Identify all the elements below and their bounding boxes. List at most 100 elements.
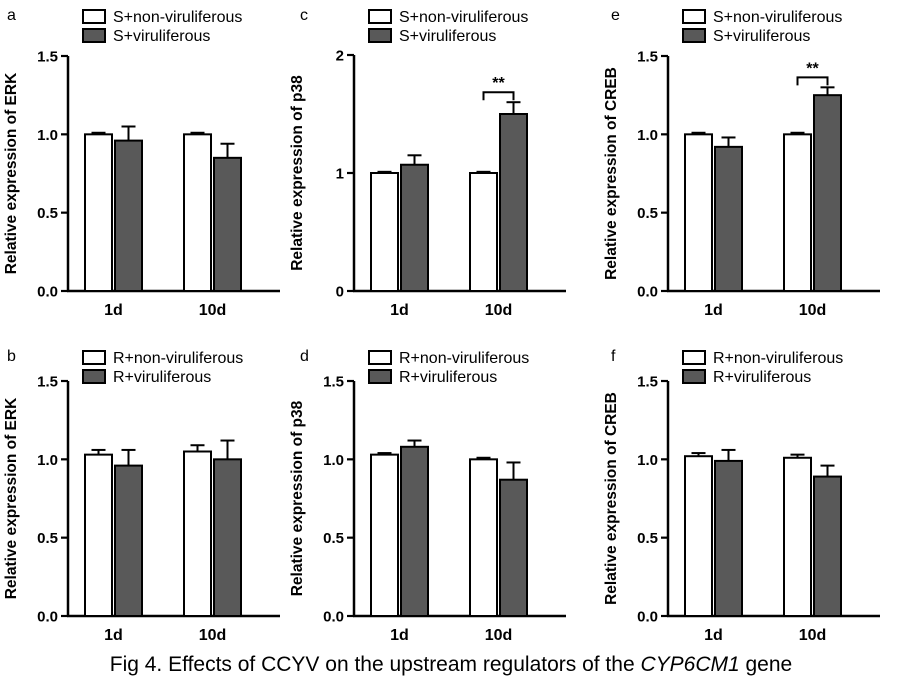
bar-dark-10d [213,156,242,292]
legend-swatch-dark [82,28,106,43]
bar-dark-1d [400,445,429,617]
y-tick-label: 1.5 [637,374,658,391]
y-tick-label: 1.5 [323,374,344,391]
bar-white-10d [783,133,812,292]
bar-dark-10d [499,478,528,618]
bar-white-1d [370,453,399,617]
x-tick-label: 10d [199,302,227,319]
bar-white-1d [684,455,713,618]
bar-white-10d [183,450,212,617]
y-tick-label: 1.0 [637,452,658,469]
figure-caption: Fig 4. Effects of CCYV on the upstream r… [0,653,902,677]
panel-letter: c [300,7,308,24]
legend-label: R+viruliferous [399,369,497,386]
legend-label: R+non-viruliferous [113,350,243,367]
bar-white-10d [183,133,212,292]
bar-dark-10d [813,475,842,618]
y-tick-label: 0.0 [323,609,344,626]
bar-white-10d [783,456,812,617]
bar-dark-10d [499,113,528,292]
bar-dark-10d [213,458,242,618]
panel-b: b Relative expression of ERK 0.0 0.5 1.0 1.5 1… [3,348,280,644]
legend-label: S+non-viruliferous [713,9,842,26]
y-tick-label: 1.5 [637,49,658,66]
legend-label: S+non-viruliferous [113,9,242,26]
panel-c: c Relative expression of p38 0 1 2 1d 10d ** S+n… [289,7,566,319]
panel-letter: a [7,7,16,24]
legend-label: R+non-viruliferous [399,350,529,367]
legend-swatch-white [368,350,392,365]
bar-dark-1d [400,163,429,293]
bar-dark-1d [114,464,143,617]
x-tick-label: 10d [199,627,227,644]
bar-white-1d [684,133,713,292]
panel-a: a Relative expression of ERK 0.0 0.5 1.0 1.5 1… [3,7,280,319]
figure: a Relative expression of ERK 0.0 0.5 1.0 1.5 1… [3,7,880,644]
legend-swatch-white [368,9,392,24]
bar-white-1d [370,172,399,292]
panel-letter: d [300,348,309,365]
y-tick-label: 0.5 [637,530,658,547]
legend-swatch-white [682,350,706,365]
panel-letter: b [7,348,16,365]
y-tick-label: 0.5 [37,205,58,222]
panel-f: f Relative expression of CREB 0.0 0.5 1.0 1.5… [603,348,880,644]
legend-swatch-white [82,9,106,24]
x-tick-label: 10d [485,302,513,319]
caption-gene: CYP6CM1 [640,653,740,676]
x-tick-label: 10d [799,302,827,319]
y-tick-label: 2 [336,48,344,65]
significance-label: ** [492,75,505,92]
significance-bracket [482,91,515,101]
legend-swatch-white [682,9,706,24]
panel-d: d Relative expression of p38 0.0 0.5 1.0 1.5 1… [289,348,566,644]
y-tick-label: 0.0 [637,284,658,301]
legend-label: R+viruliferous [113,369,211,386]
bar-dark-1d [114,139,143,292]
bar-dark-10d [813,94,842,292]
caption-suffix: gene [739,653,793,676]
bar-white-1d [84,133,113,292]
y-tick-label: 0.0 [37,609,58,626]
y-axis-label: Relative expression of CREB [603,67,620,280]
y-tick-label: 1.0 [37,452,58,469]
panel-e: e Relative expression of CREB 0.0 0.5 1.0 1.5… [603,7,880,319]
x-tick-label: 1d [704,302,723,319]
legend-label: S+viruliferous [113,28,210,45]
bar-white-10d [469,172,498,292]
legend-swatch-dark [368,369,392,384]
x-tick-label: 10d [485,627,513,644]
legend-swatch-dark [682,369,706,384]
y-tick-label: 0.0 [637,609,658,626]
y-tick-label: 1.5 [37,49,58,66]
y-axis-label: Relative expression of ERK [3,72,20,274]
legend-label: R+viruliferous [713,369,811,386]
legend-label: S+viruliferous [399,28,496,45]
bar-white-1d [84,453,113,617]
legend-swatch-dark [682,28,706,43]
y-tick-label: 1.0 [637,127,658,144]
y-tick-label: 0.5 [637,205,658,222]
y-axis-label: Relative expression of ERK [3,397,20,599]
significance-label: ** [806,60,819,77]
y-tick-label: 1.0 [323,452,344,469]
significance-bracket [796,76,829,86]
x-tick-label: 1d [704,627,723,644]
y-axis-label: Relative expression of CREB [603,392,620,605]
y-axis-label: Relative expression of p38 [289,75,306,271]
y-tick-label: 1.5 [37,374,58,391]
caption-prefix: Fig 4. Effects of CCYV on the upstream r… [109,653,641,676]
y-tick-label: 0 [336,284,344,301]
legend-label: R+non-viruliferous [713,350,843,367]
bar-dark-1d [714,459,743,617]
y-tick-label: 0.5 [323,530,344,547]
panel-letter: e [611,7,620,24]
legend-swatch-dark [368,28,392,43]
y-tick-label: 0.5 [37,530,58,547]
y-tick-label: 1 [336,166,344,183]
panel-letter: f [611,348,616,365]
y-axis-label: Relative expression of p38 [289,400,306,596]
x-tick-label: 1d [104,627,123,644]
x-tick-label: 1d [104,302,123,319]
y-tick-label: 0.0 [37,284,58,301]
